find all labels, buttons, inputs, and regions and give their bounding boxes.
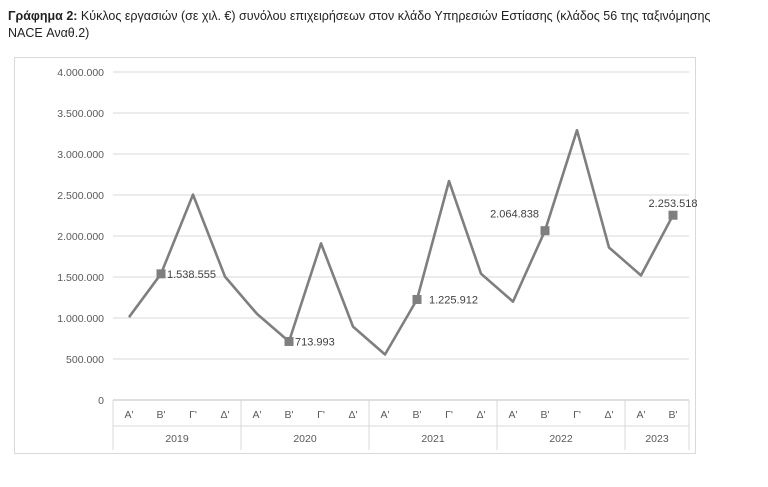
x-axis: Α' Β' Γ' Δ' 2019 Α' Β' Γ' Δ' 2020 Α' Β' Γ' Δ' 2021 Α' Β'… [112, 400, 690, 450]
series-line [127, 128, 675, 356]
x-tick-label: Α' [124, 409, 133, 421]
data-point-marker [412, 294, 422, 304]
x-tick-label: Α' [252, 409, 261, 421]
x-year-label: 2023 [645, 433, 669, 445]
y-tick-label: 3.000.000 [57, 149, 104, 161]
data-labels: 1.538.555 713.993 1.225.912 2.064.838 2.253.… [167, 198, 697, 348]
series-line-path [127, 128, 675, 356]
data-point-marker [284, 336, 294, 346]
series-markers [156, 210, 678, 346]
data-label: 1.538.555 [167, 269, 216, 281]
y-axis-tick-labels: 0 500.000 1.000.000 1.500.000 2.000.000 2.500… [57, 67, 104, 407]
y-tick-label: 500.000 [66, 354, 104, 366]
x-tick-label: Α' [380, 409, 389, 421]
chart-title-text: Κύκλος εργασιών (σε χιλ. €) συνόλου επιχ… [8, 9, 711, 40]
y-tick-label: 2.000.000 [57, 231, 104, 243]
x-tick-label: Β' [156, 409, 165, 421]
data-point-marker [156, 269, 166, 279]
y-tick-label: 4.000.000 [57, 67, 104, 79]
y-tick-label: 2.500.000 [57, 190, 104, 202]
y-tick-label: 3.500.000 [57, 108, 104, 120]
x-tick-label: Α' [636, 409, 645, 421]
data-point-marker [540, 226, 550, 236]
data-label: 713.993 [295, 336, 335, 348]
x-year-label: 2022 [549, 433, 573, 445]
data-label: 1.225.912 [429, 294, 478, 306]
y-tick-label: 0 [98, 395, 104, 407]
data-label: 2.253.518 [649, 198, 698, 210]
x-tick-label: Δ' [348, 409, 357, 421]
chart-frame [14, 57, 696, 454]
data-label: 2.064.838 [490, 209, 539, 221]
x-tick-label: Β' [412, 409, 421, 421]
x-tick-label: Β' [668, 409, 677, 421]
gridlines [113, 71, 689, 401]
x-tick-label: Α' [508, 409, 517, 421]
y-tick-label: 1.500.000 [57, 272, 104, 284]
x-tick-label: Γ' [189, 409, 197, 421]
x-year-label: 2019 [165, 433, 189, 445]
chart-title-lead: Γράφημα 2: [8, 9, 78, 23]
x-tick-label: Γ' [317, 409, 325, 421]
x-tick-label: Δ' [220, 409, 229, 421]
x-tick-label: Γ' [445, 409, 453, 421]
y-tick-label: 1.000.000 [57, 313, 104, 325]
data-point-marker [668, 210, 678, 220]
x-tick-label: Β' [284, 409, 293, 421]
chart-title: Γράφημα 2: Κύκλος εργασιών (σε χιλ. €) σ… [8, 8, 748, 42]
x-tick-label: Γ' [573, 409, 581, 421]
x-year-label: 2020 [293, 433, 317, 445]
x-tick-label: Δ' [476, 409, 485, 421]
x-tick-label: Β' [540, 409, 549, 421]
x-tick-label: Δ' [604, 409, 613, 421]
x-year-label: 2021 [421, 433, 445, 445]
